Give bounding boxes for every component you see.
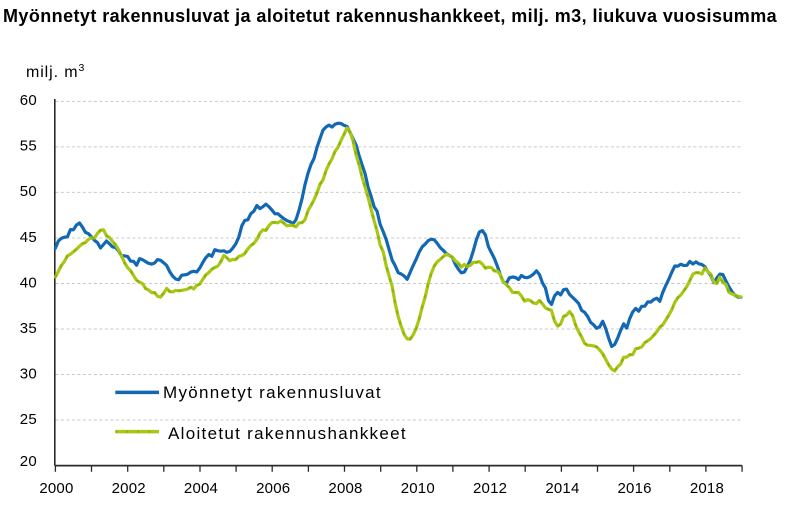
svg-text:milj. m3: milj. m3: [26, 62, 85, 81]
svg-text:2018: 2018: [690, 480, 724, 497]
svg-text:40: 40: [20, 274, 37, 291]
svg-text:2002: 2002: [112, 480, 146, 497]
svg-text:60: 60: [20, 92, 37, 109]
svg-text:Aloitetut rakennushankkeet: Aloitetut rakennushankkeet: [168, 424, 407, 443]
svg-text:45: 45: [20, 229, 37, 246]
svg-text:2016: 2016: [618, 480, 652, 497]
svg-text:30: 30: [20, 365, 37, 382]
svg-text:25: 25: [20, 411, 37, 428]
svg-text:2006: 2006: [256, 480, 290, 497]
svg-text:Myönnetyt rakennusluvat: Myönnetyt rakennusluvat: [163, 383, 382, 402]
svg-text:55: 55: [20, 138, 37, 155]
svg-text:2008: 2008: [328, 480, 362, 497]
svg-text:50: 50: [20, 183, 37, 200]
svg-text:Myönnetyt rakennusluvat ja alo: Myönnetyt rakennusluvat ja aloitetut rak…: [3, 6, 778, 26]
svg-text:2014: 2014: [545, 480, 579, 497]
svg-text:2012: 2012: [473, 480, 507, 497]
svg-text:2000: 2000: [39, 480, 73, 497]
svg-text:2010: 2010: [401, 480, 435, 497]
svg-text:20: 20: [20, 453, 37, 470]
svg-text:2004: 2004: [184, 480, 218, 497]
svg-text:35: 35: [20, 320, 37, 337]
